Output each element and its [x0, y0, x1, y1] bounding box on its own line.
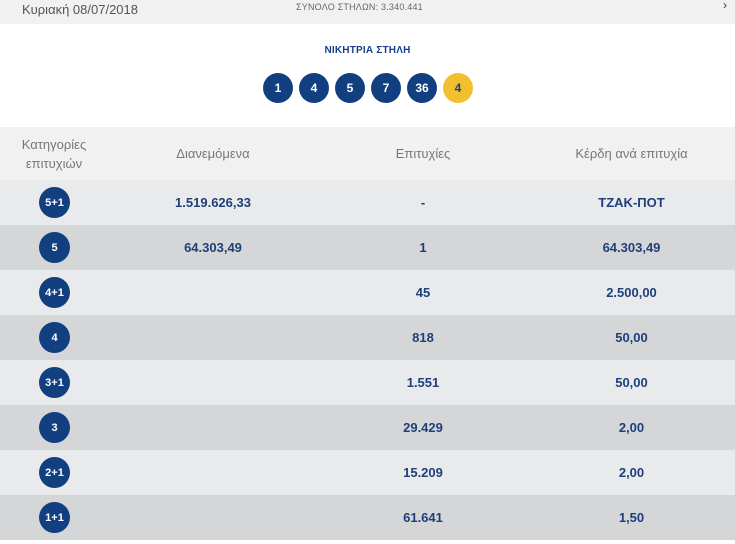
table-row: 4+1 45 2.500,00	[0, 270, 735, 315]
winning-numbers: 1 4 5 7 36 4	[263, 73, 473, 103]
winners-cell: 45	[415, 285, 431, 300]
distributed-cell: 1.519.626,33	[175, 195, 251, 210]
table-row: 5 64.303,49 1 64.303,49	[0, 225, 735, 270]
winners-cell: 818	[412, 330, 434, 345]
table-header: Κατηγορίες επιτυχιών Διανεμόμενα Επιτυχίε…	[0, 127, 735, 180]
category-badge: 1+1	[39, 502, 70, 533]
prize-cell: 2,00	[618, 420, 645, 435]
category-badge: 2+1	[39, 457, 70, 488]
table-row: 2+1 15.209 2,00	[0, 450, 735, 495]
column-header-category: Κατηγορίες επιτυχιών	[0, 127, 108, 180]
column-header-category-line2: επιτυχιών	[25, 155, 83, 171]
results-table: 5+1 1.519.626,33 - ΤΖΑΚ-ΠΟΤ 5 64.303,49 …	[0, 180, 735, 540]
bonus-number-ball: 4	[443, 73, 473, 103]
distributed-cell	[108, 405, 318, 450]
prize-cell: 2.500,00	[606, 285, 657, 300]
category-badge: 5	[39, 232, 70, 263]
column-header-prize: Κέρδη ανά επιτυχία	[575, 146, 688, 161]
table-row: 5+1 1.519.626,33 - ΤΖΑΚ-ΠΟΤ	[0, 180, 735, 225]
draw-info-bar: Κυριακή 08/07/2018 ΣΥΝΟΛΟ ΣΤΗΛΩΝ: 3.340.…	[0, 0, 735, 24]
winning-number-ball: 36	[407, 73, 437, 103]
category-badge: 5+1	[39, 187, 70, 218]
winning-number-ball: 4	[299, 73, 329, 103]
winning-column-title: ΝΙΚΗΤΡΙΑ ΣΤΗΛΗ	[324, 45, 411, 56]
table-row: 3 29.429 2,00	[0, 405, 735, 450]
column-header-category-line1: Κατηγορίες	[21, 136, 87, 152]
distributed-cell	[108, 495, 318, 540]
category-badge: 3	[39, 412, 70, 443]
winning-number-ball: 7	[371, 73, 401, 103]
prize-cell: 2,00	[618, 465, 645, 480]
column-header-distributed: Διανεμόμενα	[176, 146, 250, 161]
winners-cell: 1	[419, 240, 427, 255]
prize-cell: 50,00	[615, 330, 648, 345]
winning-number-ball: 5	[335, 73, 365, 103]
prize-cell: 50,00	[615, 375, 648, 390]
category-badge: 4+1	[39, 277, 70, 308]
winners-cell: -	[420, 195, 426, 210]
draw-date: Κυριακή 08/07/2018	[22, 2, 138, 17]
distributed-cell	[108, 315, 318, 360]
category-badge: 4	[39, 322, 70, 353]
table-row: 3+1 1.551 50,00	[0, 360, 735, 405]
table-row: 4 818 50,00	[0, 315, 735, 360]
category-badge: 3+1	[39, 367, 70, 398]
distributed-cell	[108, 270, 318, 315]
total-columns: ΣΥΝΟΛΟ ΣΤΗΛΩΝ: 3.340.441	[296, 2, 423, 12]
distributed-cell: 64.303,49	[184, 240, 242, 255]
winners-cell: 1.551	[406, 375, 440, 390]
column-header-winners: Επιτυχίες	[395, 146, 451, 161]
winners-cell: 29.429	[403, 420, 443, 435]
prize-cell: 64.303,49	[602, 240, 661, 255]
winners-cell: 61.641	[403, 510, 443, 525]
winning-number-ball: 1	[263, 73, 293, 103]
prize-cell: 1,50	[618, 510, 645, 525]
distributed-cell	[108, 360, 318, 405]
chevron-icon[interactable]: ›	[723, 0, 727, 12]
prize-cell: ΤΖΑΚ-ΠΟΤ	[598, 195, 665, 210]
table-row: 1+1 61.641 1,50	[0, 495, 735, 540]
distributed-cell	[108, 450, 318, 495]
winners-cell: 15.209	[403, 465, 443, 480]
